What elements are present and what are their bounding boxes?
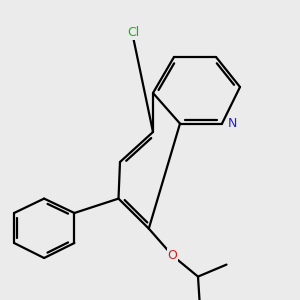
Text: O: O	[168, 249, 177, 262]
Text: N: N	[227, 117, 237, 130]
Text: Cl: Cl	[128, 26, 140, 39]
